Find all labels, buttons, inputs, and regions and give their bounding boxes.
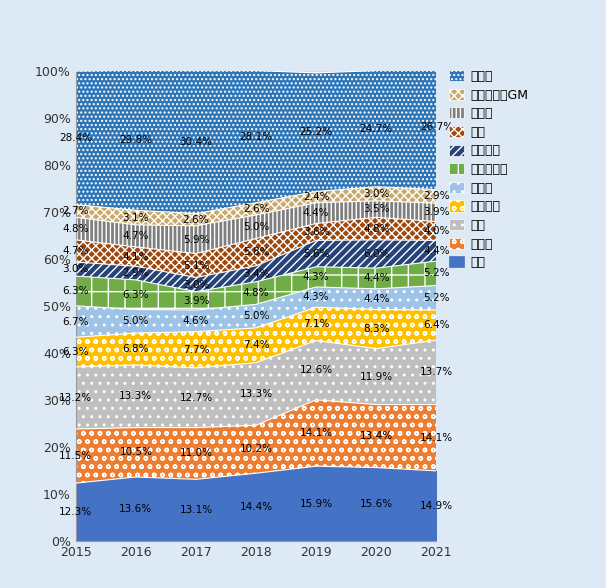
Text: 4.1%: 4.1% xyxy=(122,252,149,262)
Text: 3.5%: 3.5% xyxy=(363,204,390,214)
Text: 5.2%: 5.2% xyxy=(423,293,450,303)
Text: 2.6%: 2.6% xyxy=(182,215,209,225)
Text: 28.1%: 28.1% xyxy=(239,132,273,142)
Text: 14.9%: 14.9% xyxy=(420,501,453,511)
Text: 4.0%: 4.0% xyxy=(423,226,450,236)
Text: 12.6%: 12.6% xyxy=(299,365,333,375)
Text: 5.0%: 5.0% xyxy=(243,222,269,232)
Text: 8.3%: 8.3% xyxy=(363,324,390,334)
Text: 4.4%: 4.4% xyxy=(363,273,390,283)
Text: 4.3%: 4.3% xyxy=(303,272,330,282)
Text: 13.3%: 13.3% xyxy=(119,391,152,402)
Text: 3.6%: 3.6% xyxy=(303,227,330,237)
Text: 30.4%: 30.4% xyxy=(179,137,213,147)
Text: 13.3%: 13.3% xyxy=(239,389,273,399)
Text: 28.4%: 28.4% xyxy=(59,133,92,143)
Text: 12.7%: 12.7% xyxy=(179,393,213,403)
Text: 3.9%: 3.9% xyxy=(423,208,450,218)
Text: 14.1%: 14.1% xyxy=(420,433,453,443)
Text: 3.1%: 3.1% xyxy=(122,212,149,223)
Text: 4.3%: 4.3% xyxy=(303,292,330,302)
Text: 5.0%: 5.0% xyxy=(122,316,149,326)
Text: 4.7%: 4.7% xyxy=(62,246,89,256)
Legend: その他, シボレー・GM, スズキ, 日産, セアット, 三菱自動車, マツダ, シュコダ, 起亜, トヨタ, 現代: その他, シボレー・GM, スズキ, 日産, セアット, 三菱自動車, マツダ,… xyxy=(446,68,530,272)
Text: 29.8%: 29.8% xyxy=(119,135,152,145)
Text: 26.7%: 26.7% xyxy=(420,122,453,132)
Text: 10.5%: 10.5% xyxy=(119,447,152,457)
Text: 14.1%: 14.1% xyxy=(299,428,333,438)
Text: 13.2%: 13.2% xyxy=(59,393,92,403)
Text: 11.0%: 11.0% xyxy=(179,449,213,459)
Text: 13.4%: 13.4% xyxy=(360,431,393,441)
Text: 4.4%: 4.4% xyxy=(303,208,330,218)
Text: 10.2%: 10.2% xyxy=(239,444,273,455)
Text: 3.9%: 3.9% xyxy=(182,296,209,306)
Text: 4.7%: 4.7% xyxy=(122,231,149,241)
Text: 13.1%: 13.1% xyxy=(179,505,213,515)
Text: 6.3%: 6.3% xyxy=(62,286,89,296)
Text: 3.0%: 3.0% xyxy=(363,189,390,199)
Text: 3.0%: 3.0% xyxy=(62,264,89,274)
Text: 5.6%: 5.6% xyxy=(303,249,330,259)
Text: 5.9%: 5.9% xyxy=(182,235,209,245)
Text: 6.3%: 6.3% xyxy=(62,347,89,357)
Text: 7.1%: 7.1% xyxy=(303,319,330,329)
Text: 3.4%: 3.4% xyxy=(243,269,269,279)
Text: 6.0%: 6.0% xyxy=(363,249,390,259)
Text: 4.8%: 4.8% xyxy=(363,223,390,233)
Text: 2.4%: 2.4% xyxy=(303,192,330,202)
Text: 4.8%: 4.8% xyxy=(62,223,89,233)
Text: 6.4%: 6.4% xyxy=(423,320,450,330)
Text: 4.4%: 4.4% xyxy=(423,246,450,256)
Text: 2.9%: 2.9% xyxy=(122,268,149,278)
Text: 5.8%: 5.8% xyxy=(243,247,269,257)
Text: 5.0%: 5.0% xyxy=(243,311,269,321)
Text: 11.5%: 11.5% xyxy=(59,451,92,461)
Text: 14.4%: 14.4% xyxy=(239,502,273,512)
Text: 25.2%: 25.2% xyxy=(299,127,333,137)
Text: 6.3%: 6.3% xyxy=(122,290,149,300)
Text: 13.6%: 13.6% xyxy=(119,504,152,514)
Text: 15.6%: 15.6% xyxy=(360,499,393,509)
Text: 6.8%: 6.8% xyxy=(122,344,149,354)
Text: 13.7%: 13.7% xyxy=(420,368,453,377)
Text: 4.4%: 4.4% xyxy=(363,294,390,304)
Text: 2.9%: 2.9% xyxy=(423,191,450,202)
Text: 7.7%: 7.7% xyxy=(182,345,209,355)
Text: 7.4%: 7.4% xyxy=(243,340,269,350)
Text: 11.9%: 11.9% xyxy=(360,372,393,382)
Text: 4.8%: 4.8% xyxy=(243,288,269,298)
Text: 2.6%: 2.6% xyxy=(243,204,269,214)
Text: 2.7%: 2.7% xyxy=(62,206,89,216)
Text: 6.7%: 6.7% xyxy=(62,316,89,326)
Text: 3.0%: 3.0% xyxy=(183,279,209,290)
Text: 4.6%: 4.6% xyxy=(182,316,209,326)
Text: 12.3%: 12.3% xyxy=(59,507,92,517)
Text: 24.7%: 24.7% xyxy=(360,123,393,133)
Text: 5.2%: 5.2% xyxy=(423,268,450,278)
Text: 15.9%: 15.9% xyxy=(299,499,333,509)
Text: 5.1%: 5.1% xyxy=(182,260,209,270)
